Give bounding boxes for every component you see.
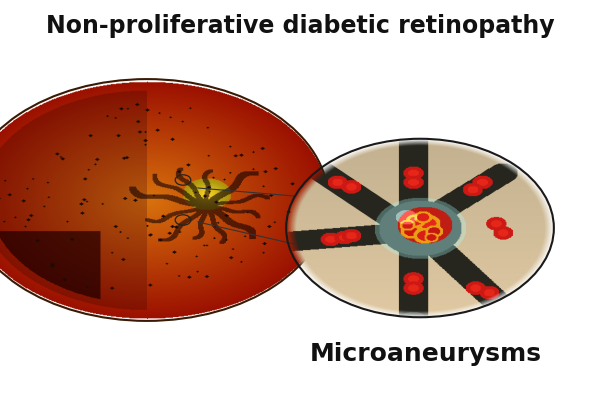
Text: Microaneurysms: Microaneurysms — [310, 342, 542, 366]
Text: Non-proliferative diabetic retinopathy: Non-proliferative diabetic retinopathy — [46, 14, 554, 38]
